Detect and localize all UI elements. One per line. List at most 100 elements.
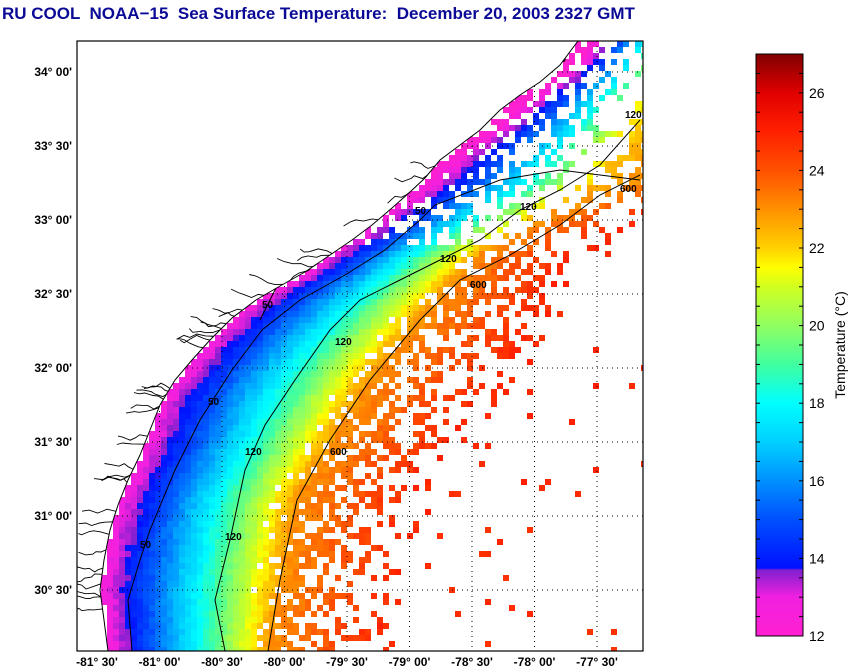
sst-pixel: [359, 275, 365, 281]
sst-pixel: [173, 581, 179, 587]
sst-pixel: [155, 557, 161, 563]
sst-pixel: [233, 503, 239, 509]
sst-pixel: [341, 401, 347, 407]
sst-pixel: [149, 623, 155, 629]
sst-pixel: [311, 629, 317, 635]
sst-pixel: [299, 401, 305, 407]
sst-pixel: [143, 575, 149, 581]
sst-pixel: [323, 545, 329, 551]
sst-pixel: [317, 509, 323, 515]
sst-pixel: [257, 611, 263, 617]
sst-pixel: [335, 335, 341, 341]
sst-pixel: [347, 599, 353, 605]
sst-pixel: [305, 401, 311, 407]
sst-pixel: [245, 641, 251, 647]
sst-pixel: [527, 293, 533, 299]
sst-pixel: [383, 281, 389, 287]
sst-pixel: [167, 581, 173, 587]
sst-pixel: [221, 491, 227, 497]
sst-pixel: [425, 479, 431, 485]
colorbar-tick-label: 14: [809, 550, 825, 566]
sst-pixel: [233, 599, 239, 605]
sst-pixel: [203, 395, 209, 401]
sst-pixel: [353, 443, 359, 449]
sst-pixel: [185, 527, 191, 533]
sst-pixel: [269, 389, 275, 395]
sst-pixel: [599, 65, 605, 71]
sst-pixel: [557, 95, 563, 101]
sst-pixel: [497, 371, 503, 377]
sst-pixel: [155, 647, 161, 651]
sst-pixel: [281, 335, 287, 341]
sst-pixel: [245, 335, 251, 341]
sst-pixel: [311, 329, 317, 335]
sst-pixel: [287, 437, 293, 443]
sst-pixel: [197, 431, 203, 437]
sst-pixel: [527, 287, 533, 293]
sst-pixel: [467, 179, 473, 185]
sst-pixel: [221, 599, 227, 605]
sst-pixel: [641, 185, 643, 191]
sst-pixel: [329, 377, 335, 383]
sst-pixel: [293, 449, 299, 455]
sst-pixel: [221, 521, 227, 527]
sst-pixel: [191, 437, 197, 443]
sst-pixel: [251, 557, 257, 563]
sst-pixel: [407, 191, 413, 197]
sst-pixel: [263, 557, 269, 563]
sst-pixel: [629, 131, 635, 137]
sst-pixel: [113, 575, 119, 581]
sst-pixel: [113, 617, 119, 623]
sst-pixel: [311, 509, 317, 515]
sst-pixel: [317, 461, 323, 467]
sst-pixel: [485, 335, 491, 341]
sst-pixel: [317, 401, 323, 407]
sst-pixel: [581, 71, 587, 77]
sst-pixel: [299, 353, 305, 359]
sst-pixel: [371, 299, 377, 305]
sst-pixel: [443, 269, 449, 275]
sst-pixel: [359, 311, 365, 317]
sst-pixel: [545, 155, 551, 161]
sst-pixel: [287, 287, 293, 293]
sst-pixel: [503, 323, 509, 329]
sst-pixel: [239, 617, 245, 623]
sst-pixel: [347, 293, 353, 299]
sst-pixel: [269, 467, 275, 473]
sst-pixel: [365, 275, 371, 281]
sst-pixel: [251, 407, 257, 413]
sst-pixel: [197, 401, 203, 407]
sst-pixel: [221, 497, 227, 503]
sst-pixel: [383, 335, 389, 341]
sst-pixel: [227, 605, 233, 611]
sst-pixel: [251, 527, 257, 533]
sst-pixel: [551, 131, 557, 137]
sst-pixel: [107, 647, 113, 651]
sst-pixel: [533, 257, 539, 263]
sst-pixel: [437, 533, 443, 539]
sst-pixel: [269, 491, 275, 497]
sst-pixel: [347, 479, 353, 485]
sst-pixel: [161, 413, 167, 419]
sst-pixel: [131, 551, 137, 557]
sst-pixel: [383, 287, 389, 293]
sst-pixel: [593, 41, 599, 47]
sst-pixel: [161, 515, 167, 521]
sst-pixel: [221, 341, 227, 347]
sst-pixel: [245, 629, 251, 635]
sst-pixel: [383, 239, 389, 245]
sst-pixel: [221, 485, 227, 491]
sst-pixel: [233, 539, 239, 545]
sst-pixel: [557, 263, 563, 269]
sst-pixel: [443, 347, 449, 353]
sst-pixel: [173, 461, 179, 467]
sst-pixel: [227, 641, 233, 647]
sst-pixel: [557, 311, 563, 317]
sst-pixel: [125, 569, 131, 575]
sst-pixel: [479, 263, 485, 269]
sst-pixel: [431, 407, 437, 413]
sst-pixel: [197, 629, 203, 635]
sst-pixel: [263, 293, 269, 299]
sst-pixel: [155, 473, 161, 479]
sst-pixel: [149, 635, 155, 641]
